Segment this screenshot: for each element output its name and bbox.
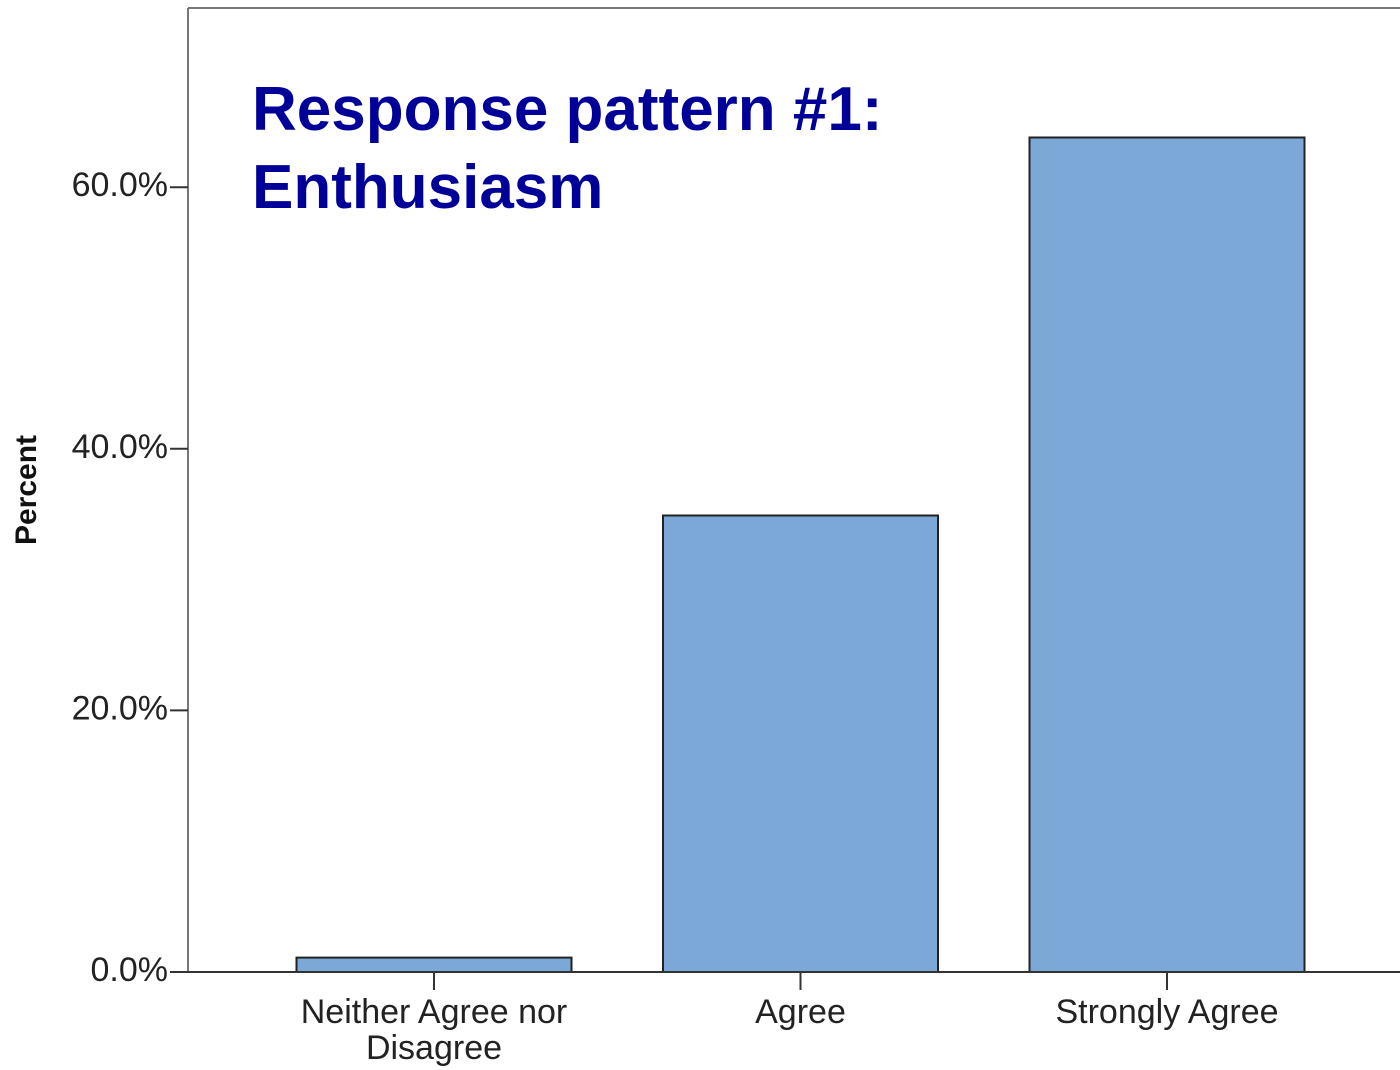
x-tick-label: Agree [755,993,846,1031]
y-tick-label: 20.0% [72,689,168,727]
y-tick-label: 0.0% [91,951,169,989]
bar [1028,136,1306,973]
bar [295,956,573,973]
y-axis-label: Percent [10,435,43,545]
chart-title: Response pattern #1: [252,75,883,144]
y-tick-label: 60.0% [72,166,168,204]
chart-title: Enthusiasm [252,153,603,222]
x-tick-label: Strongly Agree [1055,993,1278,1031]
bar [662,514,939,973]
y-tick-label: 40.0% [72,428,168,466]
x-tick-label: Neither Agree nor Disagree [301,993,568,1067]
